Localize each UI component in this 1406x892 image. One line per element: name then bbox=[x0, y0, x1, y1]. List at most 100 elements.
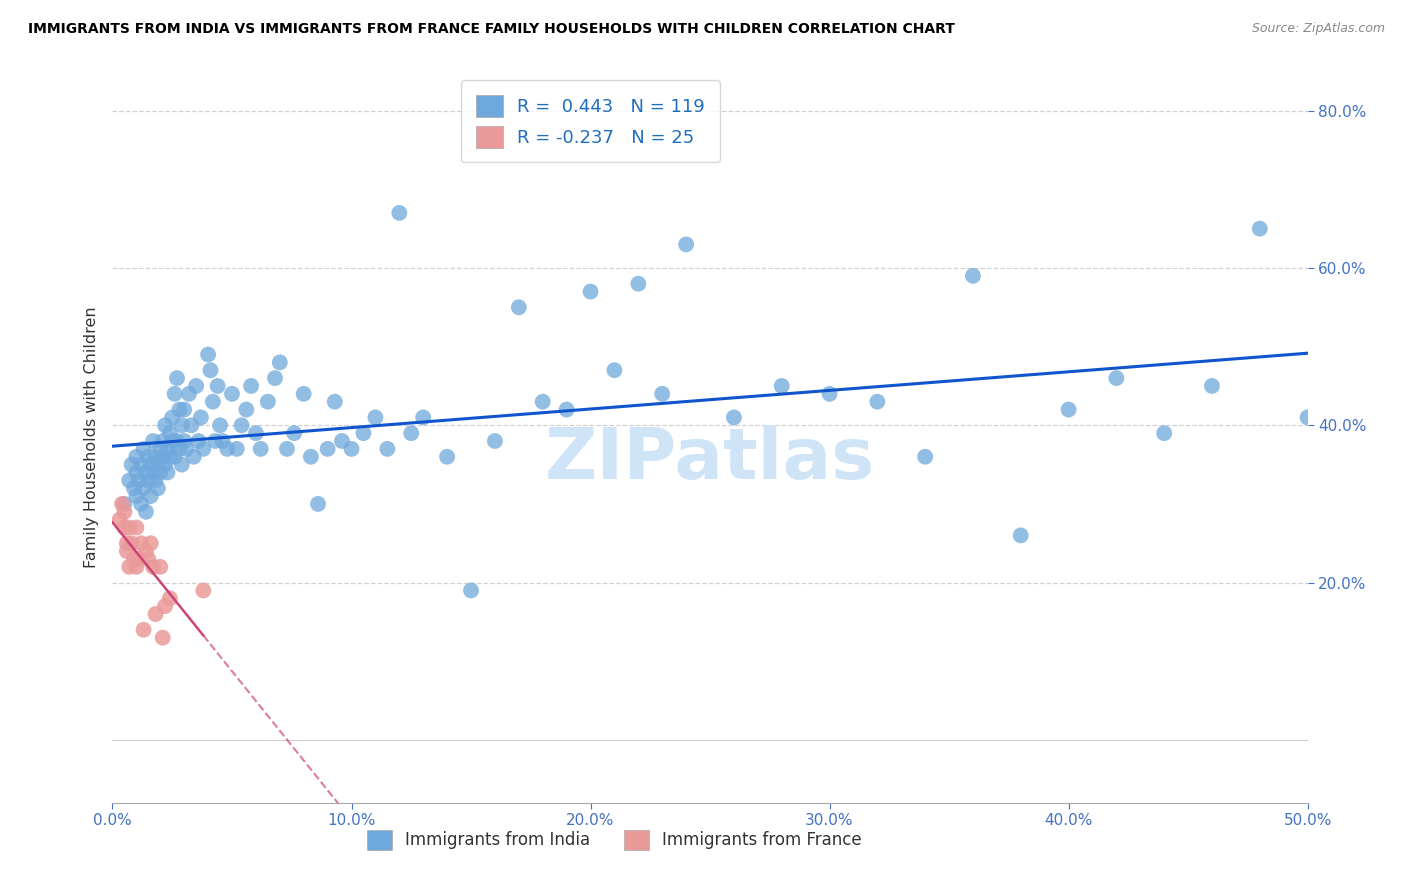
Point bbox=[166, 371, 188, 385]
Point bbox=[245, 426, 267, 441]
Text: ZIPatlas: ZIPatlas bbox=[546, 425, 875, 493]
Point bbox=[866, 394, 889, 409]
Point bbox=[1392, 245, 1406, 260]
Point bbox=[170, 418, 193, 433]
Point bbox=[153, 458, 176, 472]
Point bbox=[323, 394, 346, 409]
Point bbox=[186, 379, 208, 393]
Point bbox=[603, 363, 626, 377]
Point bbox=[132, 442, 155, 456]
Point bbox=[135, 505, 157, 519]
Point bbox=[1296, 410, 1319, 425]
Point bbox=[142, 559, 165, 574]
Point bbox=[307, 497, 329, 511]
Point bbox=[249, 442, 271, 456]
Point bbox=[436, 450, 458, 464]
Point bbox=[231, 418, 253, 433]
Point bbox=[193, 442, 215, 456]
Point bbox=[139, 536, 162, 550]
Point bbox=[292, 387, 315, 401]
Point bbox=[914, 450, 936, 464]
Point bbox=[651, 387, 673, 401]
Point bbox=[190, 410, 212, 425]
Point bbox=[207, 379, 229, 393]
Point bbox=[204, 434, 226, 448]
Point bbox=[122, 481, 145, 495]
Point bbox=[145, 450, 167, 464]
Point bbox=[166, 434, 188, 448]
Point bbox=[159, 591, 181, 606]
Point bbox=[180, 418, 202, 433]
Point bbox=[108, 513, 131, 527]
Point bbox=[146, 481, 169, 495]
Point bbox=[531, 394, 554, 409]
Point bbox=[269, 355, 291, 369]
Point bbox=[460, 583, 482, 598]
Point bbox=[377, 442, 399, 456]
Point bbox=[201, 394, 224, 409]
Point bbox=[412, 410, 434, 425]
Y-axis label: Family Households with Children: Family Households with Children bbox=[83, 306, 98, 568]
Point bbox=[152, 631, 174, 645]
Point bbox=[125, 466, 148, 480]
Text: IMMIGRANTS FROM INDIA VS IMMIGRANTS FROM FRANCE FAMILY HOUSEHOLDS WITH CHILDREN : IMMIGRANTS FROM INDIA VS IMMIGRANTS FROM… bbox=[28, 22, 955, 37]
Point bbox=[1249, 221, 1271, 235]
Point bbox=[401, 426, 423, 441]
Point bbox=[114, 520, 135, 534]
Point bbox=[169, 402, 191, 417]
Point bbox=[169, 442, 191, 456]
Point bbox=[723, 410, 745, 425]
Point bbox=[122, 552, 145, 566]
Point bbox=[299, 450, 322, 464]
Point bbox=[170, 458, 193, 472]
Point bbox=[115, 536, 138, 550]
Point bbox=[352, 426, 374, 441]
Point bbox=[138, 450, 160, 464]
Point bbox=[125, 450, 148, 464]
Point bbox=[135, 466, 157, 480]
Point bbox=[118, 559, 141, 574]
Point bbox=[173, 402, 195, 417]
Text: Source: ZipAtlas.com: Source: ZipAtlas.com bbox=[1251, 22, 1385, 36]
Point bbox=[145, 473, 167, 487]
Point bbox=[121, 458, 143, 472]
Point bbox=[200, 363, 222, 377]
Point bbox=[129, 497, 152, 511]
Point bbox=[142, 434, 165, 448]
Point bbox=[508, 301, 530, 315]
Point bbox=[484, 434, 506, 448]
Point bbox=[149, 466, 172, 480]
Point bbox=[209, 418, 232, 433]
Point bbox=[276, 442, 298, 456]
Point bbox=[128, 552, 150, 566]
Point bbox=[129, 536, 152, 550]
Point bbox=[283, 426, 305, 441]
Point bbox=[114, 505, 135, 519]
Point bbox=[1201, 379, 1223, 393]
Point bbox=[388, 206, 411, 220]
Point bbox=[114, 497, 135, 511]
Point bbox=[149, 559, 172, 574]
Point bbox=[193, 583, 215, 598]
Point bbox=[138, 552, 160, 566]
Point bbox=[264, 371, 287, 385]
Point bbox=[197, 347, 219, 361]
Point bbox=[152, 450, 174, 464]
Point bbox=[125, 520, 148, 534]
Point bbox=[579, 285, 602, 299]
Point bbox=[1344, 387, 1367, 401]
Point bbox=[135, 544, 157, 558]
Point bbox=[675, 237, 697, 252]
Point bbox=[115, 544, 138, 558]
Point bbox=[152, 434, 174, 448]
Point bbox=[221, 387, 243, 401]
Point bbox=[240, 379, 263, 393]
Point bbox=[962, 268, 984, 283]
Point bbox=[162, 434, 183, 448]
Point bbox=[1057, 402, 1080, 417]
Point bbox=[146, 458, 169, 472]
Point bbox=[163, 387, 186, 401]
Point bbox=[1010, 528, 1032, 542]
Point bbox=[118, 473, 141, 487]
Point bbox=[364, 410, 387, 425]
